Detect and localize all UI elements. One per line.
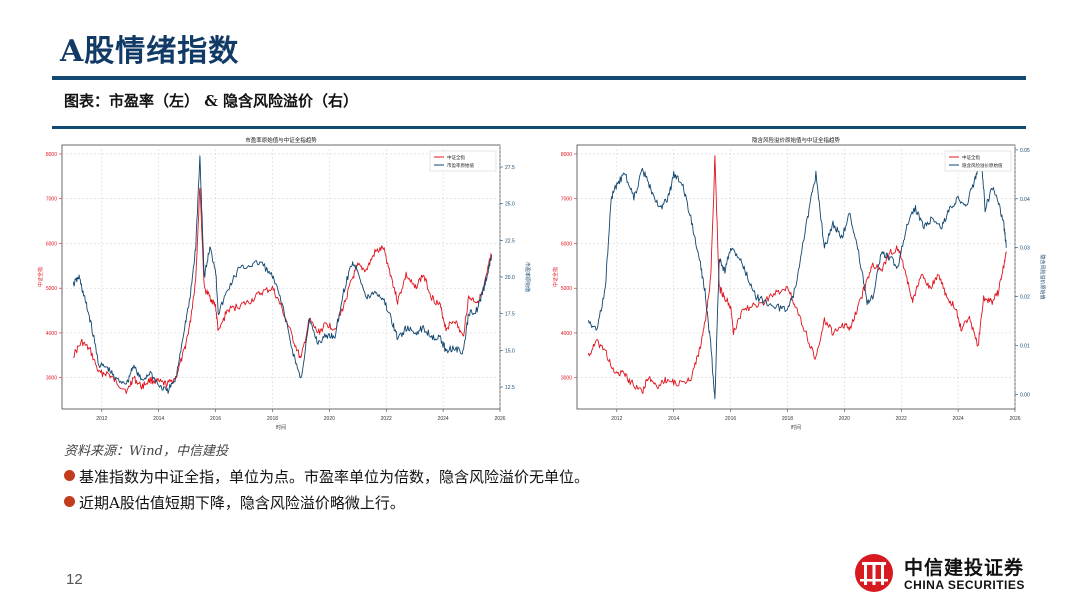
y-right-tick-label: 22.5: [505, 238, 515, 244]
x-tick-label: 2020: [839, 416, 850, 422]
x-tick-label: 2018: [782, 416, 793, 422]
bullet-dot-icon: [64, 496, 75, 507]
y-left-axis-label: 中证全指: [552, 267, 559, 287]
y-right-tick-label: 0.02: [1020, 295, 1030, 301]
x-tick-label: 2016: [725, 416, 736, 422]
x-tick-label: 2022: [381, 416, 392, 422]
legend-box: [944, 150, 1012, 172]
y-left-tick-label: 4000: [46, 331, 57, 337]
y-right-tick-label: 27.5: [505, 165, 515, 171]
y-right-tick-label: 0.05: [1020, 148, 1030, 154]
y-left-tick-label: 8000: [46, 152, 57, 158]
y-right-tick-label: 17.5: [505, 312, 515, 318]
page-title: A股情绪指数: [60, 34, 240, 69]
y-left-tick-label: 7000: [561, 197, 572, 203]
y-right-tick-label: 25.0: [505, 202, 515, 208]
figure-caption: 图表：市盈率（左） & 隐含风险溢价（右）: [64, 92, 358, 110]
y-left-tick-label: 8000: [561, 152, 572, 158]
series-line: [72, 155, 492, 394]
x-tick-label: 2014: [668, 416, 679, 422]
x-tick-label: 2022: [896, 416, 907, 422]
y-left-tick-label: 3000: [561, 376, 572, 382]
x-tick-label: 2024: [438, 416, 449, 422]
chart-background: [30, 133, 535, 439]
x-tick-label: 2012: [611, 416, 622, 422]
x-tick-label: 2012: [96, 416, 107, 422]
legend-label: 中证全指: [447, 154, 465, 161]
y-right-tick-label: 0.01: [1020, 343, 1030, 349]
risk-premium-chart: 2012 2014 2016 2018 2020 2022 2024 2026 3000 4000…: [545, 133, 1050, 439]
x-tick-label: 2016: [210, 416, 221, 422]
y-right-tick-label: 0.00: [1020, 392, 1030, 398]
source-note: 资料来源：Wind，中信建投: [64, 444, 228, 459]
legend-box: [429, 150, 497, 172]
x-tick-label: 2020: [324, 416, 335, 422]
chart-title: 市盈率原始值与中证全指趋势: [245, 136, 317, 144]
page-number: 12: [66, 571, 83, 588]
y-right-tick-label: 15.0: [505, 348, 515, 354]
series-line: [587, 150, 1007, 400]
y-left-tick-label: 6000: [561, 241, 572, 247]
bullet-text: 基准指数为中证全指，单位为点。市盈率单位为倍数，隐含风险溢价无单位。: [79, 468, 590, 486]
x-tick-label: 2026: [494, 416, 505, 422]
y-left-tick-label: 7000: [46, 197, 57, 203]
y-right-tick-label: 0.03: [1020, 246, 1030, 252]
y-left-tick-label: 5000: [46, 286, 57, 292]
y-left-tick-label: 3000: [46, 376, 57, 382]
pe-chart: 2012 2014 2016 2018 2020 2022 2024 2026 3000 4000…: [30, 133, 535, 439]
series-line: [587, 155, 1007, 394]
y-left-tick-label: 6000: [46, 241, 57, 247]
bullet-text: 近期A股估值短期下降，隐含风险溢价略微上行。: [79, 494, 405, 512]
bullet-dot-icon: [64, 470, 75, 481]
bullet-item: 基准指数为中证全指，单位为点。市盈率单位为倍数，隐含风险溢价无单位。: [64, 466, 589, 487]
y-left-axis-label: 中证全指: [37, 267, 44, 287]
bullet-item: 近期A股估值短期下降，隐含风险溢价略微上行。: [64, 492, 405, 513]
caption-divider: [52, 126, 1026, 129]
legend-label: 隐含风险溢价原始值: [962, 162, 1003, 169]
x-axis-label: 时间: [276, 424, 286, 431]
x-tick-label: 2018: [267, 416, 278, 422]
y-right-tick-label: 12.5: [505, 385, 515, 391]
logo-text-en: CHINA SECURITIES: [904, 578, 1025, 592]
logo-text-cn: 中信建投证券: [904, 557, 1025, 579]
y-left-tick-label: 5000: [561, 286, 572, 292]
y-right-tick-label: 0.04: [1020, 197, 1030, 203]
legend-label: 中证全指: [962, 154, 980, 161]
china-securities-logo-icon: [855, 554, 893, 592]
chart-title: 隐含风险溢价原始值与中证全指趋势: [752, 136, 841, 144]
legend-label: 市盈率原始值: [447, 162, 474, 169]
y-right-axis-label: 市盈率原始值: [524, 262, 531, 292]
chart-background: [545, 133, 1050, 439]
x-axis-label: 时间: [791, 424, 801, 431]
y-right-axis-label: 隐含风险溢价原始值: [1039, 254, 1046, 299]
y-left-tick-label: 4000: [561, 331, 572, 337]
x-tick-label: 2014: [153, 416, 164, 422]
x-tick-label: 2024: [953, 416, 964, 422]
x-tick-label: 2026: [1009, 416, 1020, 422]
title-divider: [52, 76, 1026, 80]
y-right-tick-label: 20.0: [505, 275, 515, 281]
